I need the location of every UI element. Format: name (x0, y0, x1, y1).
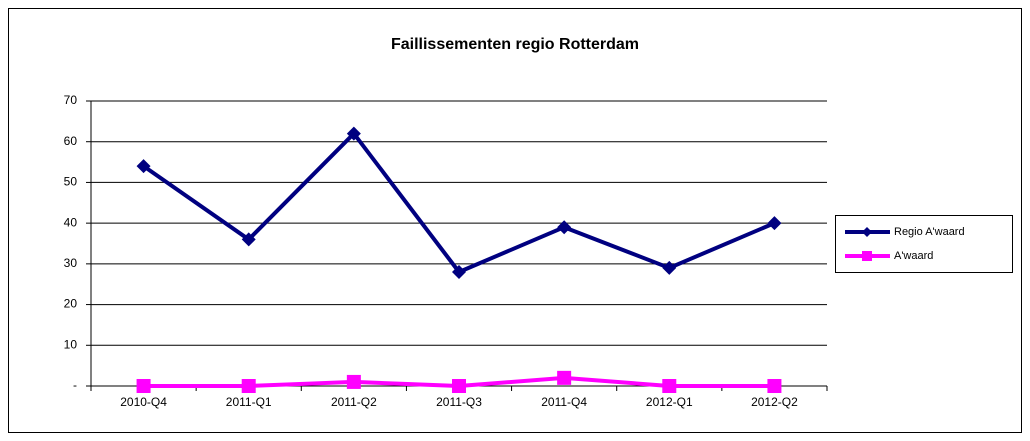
data-point (346, 126, 361, 141)
x-tick-label: 2010-Q4 (120, 395, 167, 409)
data-point (346, 374, 361, 389)
y-tick-label: 40 (64, 215, 78, 229)
y-tick-label: 20 (64, 297, 78, 311)
y-tick-label: 50 (64, 175, 78, 189)
y-tick-label: 10 (64, 337, 78, 351)
x-tick-label: 2012-Q2 (751, 395, 798, 409)
x-tick-label: 2011-Q3 (436, 395, 482, 409)
x-tick-label: 2012-Q1 (646, 395, 693, 409)
data-point (136, 159, 151, 174)
data-point (452, 265, 466, 279)
data-point (557, 370, 572, 385)
legend-label: Regio A'waard (894, 226, 965, 238)
y-tick-label: 70 (64, 93, 78, 107)
legend-marker (862, 251, 872, 261)
legend-box (835, 215, 1013, 273)
data-point (136, 379, 151, 393)
x-tick-label: 2011-Q4 (541, 395, 587, 409)
y-tick-label: - (73, 378, 77, 392)
data-point (452, 379, 466, 393)
chart-title: Faillissementen regio Rotterdam (391, 36, 639, 53)
y-tick-label: 30 (64, 256, 78, 270)
data-point (662, 379, 677, 393)
data-point (767, 379, 782, 393)
x-tick-label: 2011-Q2 (331, 395, 377, 409)
y-tick-label: 60 (64, 134, 78, 148)
data-point (767, 216, 782, 231)
data-point (662, 260, 677, 275)
data-point (241, 379, 256, 393)
data-point (557, 220, 572, 235)
legend-label: A'waard (894, 250, 933, 262)
data-point (241, 232, 256, 247)
legend-marker (862, 227, 872, 237)
x-tick-label: 2011-Q1 (226, 395, 272, 409)
